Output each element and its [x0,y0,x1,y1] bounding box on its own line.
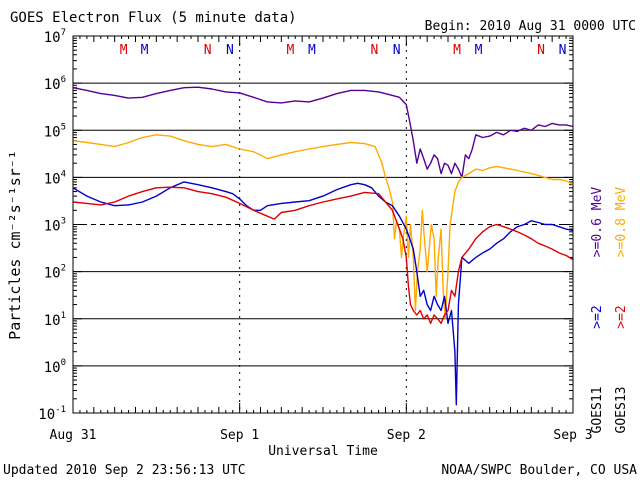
y-axis-label: Particles cm⁻²s⁻¹sr⁻¹ [6,150,24,340]
legend-label: >=0.6 MeV [590,187,605,258]
legend-label: >=2 [614,305,629,328]
y-tick-label: 103 [44,217,66,235]
marker-label: M [141,43,149,58]
begin-label: Begin: 2010 Aug 31 0000 UTC [425,19,636,34]
series-line [72,186,574,324]
legend-label: >=0.8 MeV [614,187,629,258]
marker-label: N [204,43,212,58]
y-axis-ticks: 107 106 105 104 103 102 101 100 10-1 [38,28,573,423]
marker-label: N [559,43,567,58]
y-tick-label: 101 [44,311,66,329]
x-tick-label: Sep 1 [220,428,259,443]
legend-labels: >=0.6 MeV >=0.8 MeV >=2 >=2 GOES11 GOES13 [590,187,629,434]
x-axis-label: Universal Time [268,444,378,459]
marker-label: M [453,43,461,58]
gridlines [73,82,573,367]
marker-label: N [537,43,545,58]
marker-label: M [286,43,294,58]
series-lines [72,86,574,406]
y-tick-label: 102 [44,264,66,282]
marker-label: M [308,43,316,58]
marker-label: N [393,43,401,58]
x-tick-label: Sep 2 [387,428,426,443]
x-tick-label: Aug 31 [50,428,97,443]
series-line [72,86,574,179]
chart-title: GOES Electron Flux (5 minute data) [10,10,297,26]
y-tick-label: 100 [44,358,66,376]
series-line [72,181,574,406]
marker-label: M [475,43,483,58]
plot-frame [72,35,574,414]
series-line [72,134,574,320]
y-tick-label: 105 [44,122,66,140]
footer-updated: Updated 2010 Sep 2 23:56:13 UTC [3,463,246,478]
marker-label: N [370,43,378,58]
footer-credit: NOAA/SWPC Boulder, CO USA [441,463,637,478]
y-tick-label: 104 [44,169,66,187]
x-tick-label: Sep 3 [553,428,592,443]
legend-label: GOES11 [590,387,605,434]
legend-label: >=2 [590,305,605,328]
y-tick-label: 10-1 [38,405,66,423]
marker-label: M [120,43,128,58]
y-tick-label: 106 [44,75,66,93]
y-tick-label: 107 [44,28,66,46]
legend-label: GOES13 [614,387,629,434]
marker-label: N [226,43,234,58]
x-axis-ticks: Aug 31 Sep 1 Sep 2 Sep 3 [50,36,593,443]
